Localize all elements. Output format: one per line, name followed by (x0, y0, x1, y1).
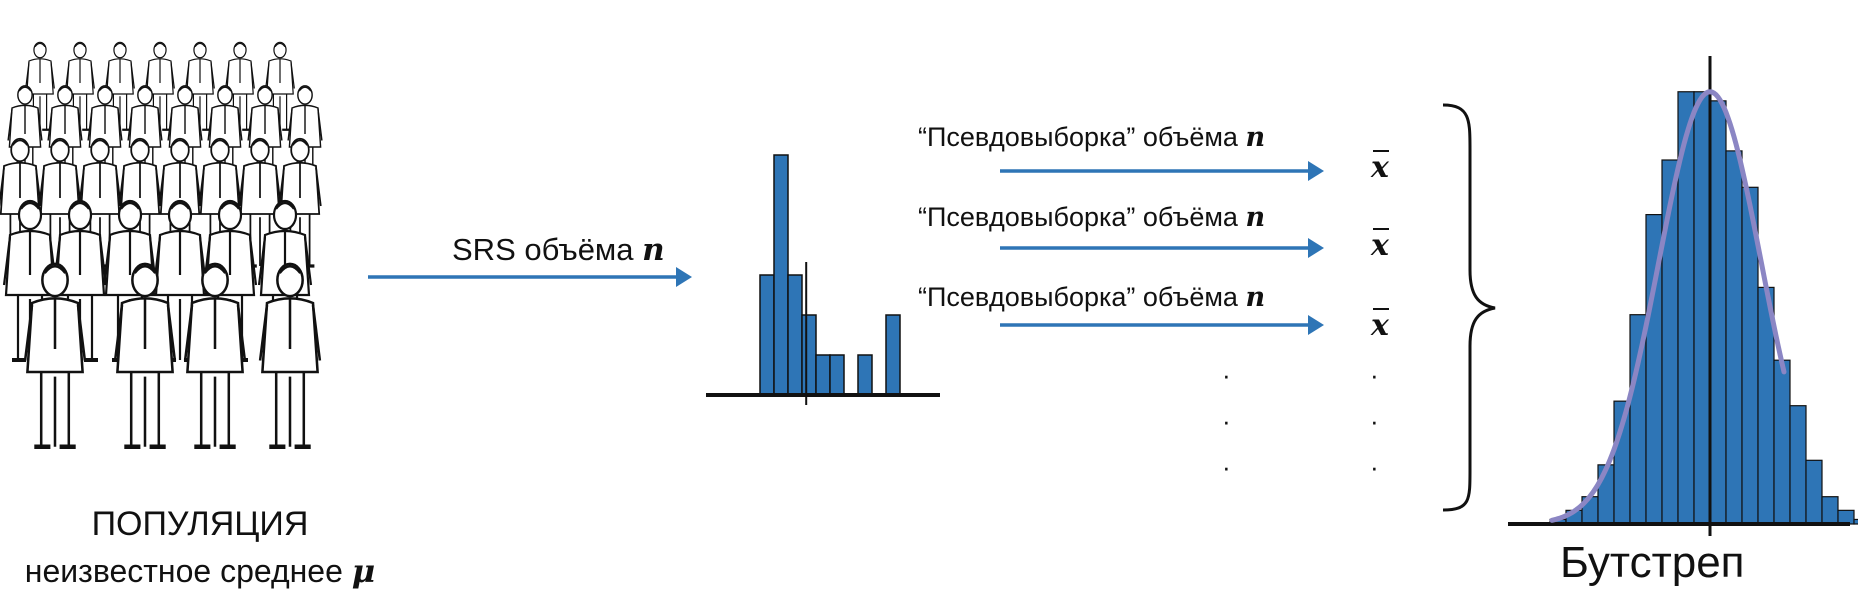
dots-left-1: · (1222, 360, 1231, 390)
srs-arrowhead (676, 267, 692, 287)
dots-left-3: · (1222, 452, 1231, 482)
bootstrap-bar-15 (1789, 405, 1807, 525)
resample-n-1: n (1245, 122, 1266, 153)
bootstrap-bar-17 (1821, 496, 1839, 525)
person-figure-7 (7, 85, 43, 191)
sample-bar-1 (773, 154, 789, 396)
xbar-symbol-1: x (1371, 150, 1389, 185)
bootstrap-bar-11 (1725, 150, 1743, 525)
mu-symbol: μ (351, 552, 376, 590)
xbar-1: x (1360, 150, 1400, 185)
sample-bar-9 (885, 314, 901, 396)
person-figure-17 (78, 137, 122, 268)
bootstrap-label: Бутстреп (1560, 538, 1745, 587)
dots-right-3: · (1370, 452, 1379, 482)
sample-bar-2 (787, 274, 803, 396)
sample-histogram (706, 154, 940, 405)
dots-left-2: · (1222, 406, 1231, 436)
person-figure-11 (167, 85, 203, 191)
person-figure-29 (23, 262, 87, 450)
person-figure-30 (113, 262, 177, 450)
srs-n-symbol: n (642, 232, 665, 268)
person-figure-3 (145, 41, 175, 131)
xbar-symbol-3: x (1371, 308, 1389, 343)
bootstrap-bar-19 (1853, 518, 1858, 525)
resample-arrowhead-3 (1308, 315, 1324, 335)
sample-bar-0 (759, 274, 775, 396)
unknown-mean-text: неизвестное среднее (24, 553, 343, 589)
dots-right-1: · (1370, 360, 1379, 390)
person-figure-10 (127, 85, 163, 191)
bootstrap-bar-10 (1709, 100, 1727, 525)
srs-label: SRS объёма n (452, 232, 665, 268)
resample-text-1: “Псевдовыборка” объёма (918, 122, 1238, 152)
normal-curve (1549, 89, 1787, 523)
resample-arrows (1000, 161, 1324, 335)
person-figure-2 (105, 41, 135, 131)
srs-text: SRS объёма (452, 232, 634, 267)
bootstrap-bar-9 (1693, 91, 1711, 525)
xbar-symbol-2: x (1371, 228, 1389, 263)
resample-text-3: “Псевдовыборка” объёма (918, 282, 1238, 312)
crowd-illustration (0, 41, 323, 450)
person-figure-32 (258, 262, 322, 450)
bootstrap-bar-14 (1773, 359, 1791, 525)
resample-label-2: “Псевдовыборка” объёма n (918, 202, 1265, 233)
bootstrap-bar-18 (1837, 509, 1855, 525)
bootstrap-bar-16 (1805, 459, 1823, 525)
person-figure-4 (185, 41, 215, 131)
resample-n-2: n (1245, 202, 1266, 233)
population-title: ПОПУЛЯЦИЯ (91, 505, 309, 543)
resample-arrowhead-1 (1308, 161, 1324, 181)
person-figure-31 (183, 262, 247, 450)
person-figure-6 (265, 41, 295, 131)
resample-label-3: “Псевдовыборка” объёма n (918, 282, 1265, 313)
resample-n-3: n (1245, 282, 1266, 313)
dots-right-2: · (1370, 406, 1379, 436)
sample-bar-4 (815, 354, 831, 396)
resample-text-2: “Псевдовыборка” объёма (918, 202, 1238, 232)
resample-arrowhead-2 (1308, 238, 1324, 258)
xbar-2: x (1360, 228, 1400, 263)
bootstrap-histogram (1508, 56, 1858, 536)
person-figure-1 (65, 41, 95, 131)
resample-label-1: “Псевдовыборка” объёма n (918, 122, 1265, 153)
sample-bar-5 (829, 354, 845, 396)
curly-brace (1442, 103, 1496, 512)
sample-bar-7 (857, 354, 873, 396)
population-subtitle: неизвестное среднее μ (0, 552, 400, 590)
sample-bar-3 (801, 314, 817, 396)
xbar-3: x (1360, 308, 1400, 343)
